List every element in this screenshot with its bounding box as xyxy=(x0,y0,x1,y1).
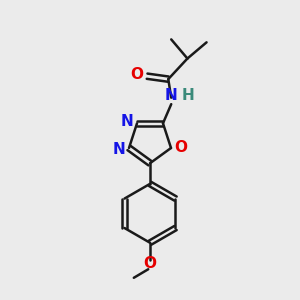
Text: O: O xyxy=(130,67,143,82)
Text: O: O xyxy=(175,140,188,155)
Text: N: N xyxy=(113,142,125,157)
Text: N: N xyxy=(165,88,178,103)
Text: N: N xyxy=(121,114,134,129)
Text: O: O xyxy=(143,256,157,272)
Text: H: H xyxy=(182,88,194,103)
